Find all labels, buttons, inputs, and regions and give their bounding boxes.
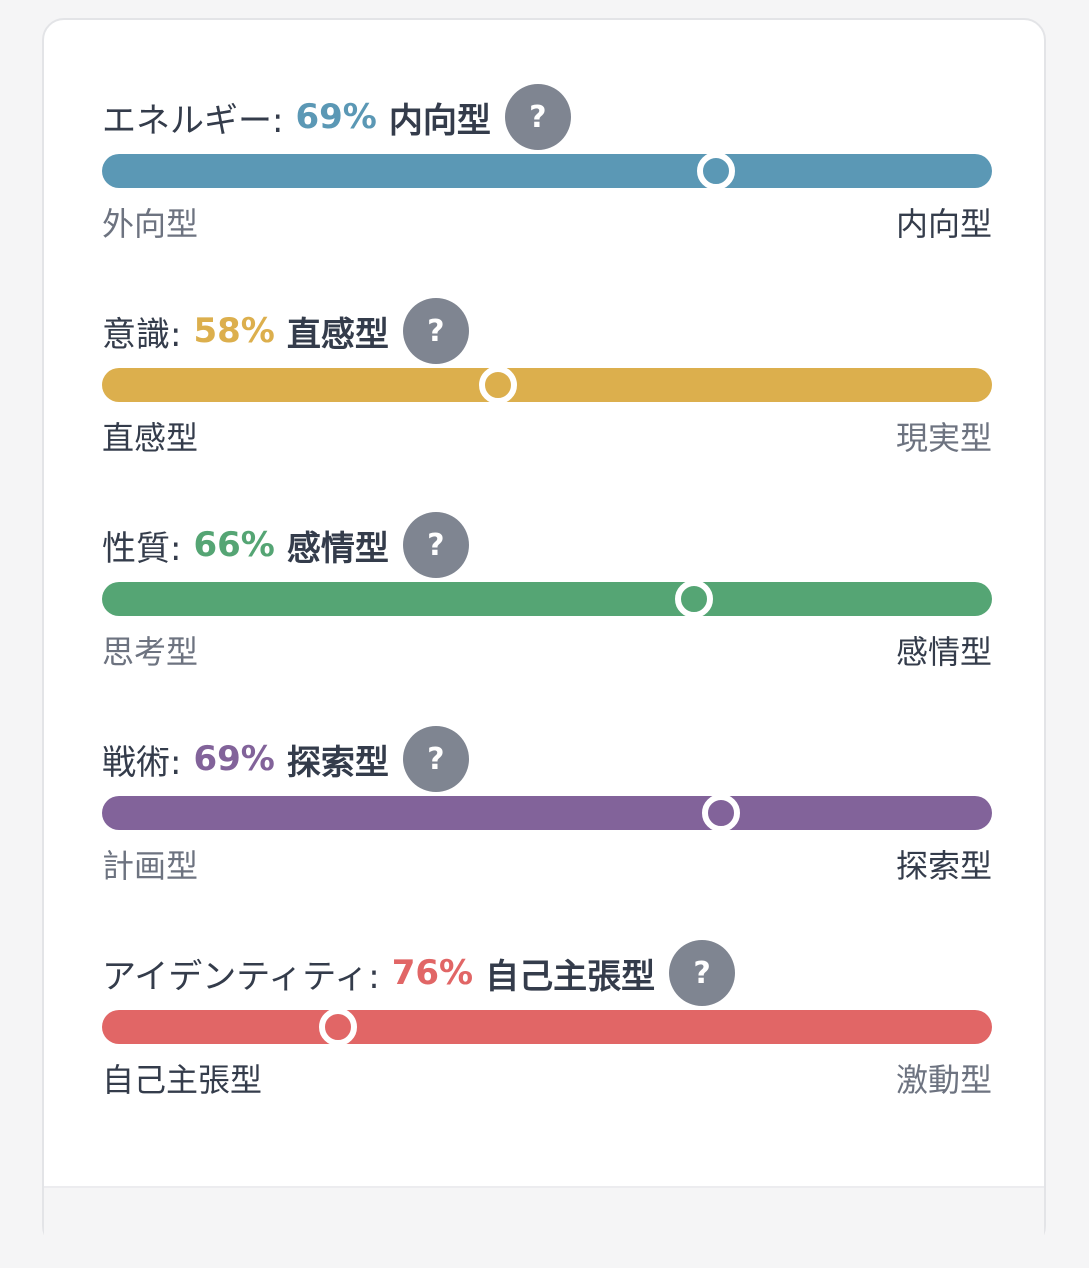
trait-percent: 69% bbox=[193, 739, 275, 779]
trait-header: 意識: 58% 直感型 ? bbox=[102, 296, 469, 366]
trait-label-right: 探索型 bbox=[895, 847, 992, 885]
trait-label-left: 自己主張型 bbox=[102, 1061, 263, 1099]
trait-result: 自己主張型 bbox=[485, 956, 656, 997]
slider-knob[interactable] bbox=[318, 1008, 357, 1046]
trait-slider-bar bbox=[102, 1008, 992, 1046]
trait-header: 性質: 66% 感情型 ? bbox=[102, 510, 469, 580]
trait-label-right: 激動型 bbox=[895, 1061, 992, 1099]
trait-nature: 性質: 66% 感情型 ? 思考型 感情型 bbox=[102, 510, 992, 700]
card-footer bbox=[44, 1186, 1044, 1268]
help-icon[interactable]: ? bbox=[504, 84, 571, 150]
help-icon[interactable]: ? bbox=[402, 298, 469, 364]
trait-slider-bar bbox=[102, 366, 992, 404]
trait-result: 感情型 bbox=[286, 528, 389, 569]
trait-label-left: 思考型 bbox=[102, 633, 199, 671]
trait-header: エネルギー: 69% 内向型 ? bbox=[102, 82, 571, 152]
trait-percent: 76% bbox=[391, 953, 474, 993]
trait-label-right: 現実型 bbox=[895, 419, 992, 457]
help-icon[interactable]: ? bbox=[402, 512, 469, 578]
trait-label-left: 外向型 bbox=[102, 205, 199, 243]
trait-result: 内向型 bbox=[388, 100, 491, 141]
help-icon[interactable]: ? bbox=[402, 726, 469, 792]
trait-label-right: 感情型 bbox=[895, 633, 992, 671]
trait-slider-bar bbox=[102, 152, 992, 190]
trait-label-left: 直感型 bbox=[102, 419, 199, 457]
trait-name: アイデンティティ: bbox=[102, 956, 380, 997]
trait-tactics: 戦術: 69% 探索型 ? 計画型 探索型 bbox=[102, 724, 992, 914]
trait-result: 直感型 bbox=[286, 314, 389, 355]
trait-name: エネルギー: bbox=[102, 100, 284, 141]
trait-label-left: 計画型 bbox=[102, 847, 199, 885]
trait-label-right: 内向型 bbox=[895, 205, 992, 243]
trait-name: 意識: bbox=[102, 314, 182, 355]
trait-mind: 意識: 58% 直感型 ? 直感型 現実型 bbox=[102, 296, 992, 486]
trait-name: 戦術: bbox=[102, 742, 182, 783]
help-icon[interactable]: ? bbox=[669, 940, 736, 1006]
trait-percent: 58% bbox=[193, 311, 275, 351]
trait-identity: アイデンティティ: 76% 自己主張型 ? 自己主張型 激動型 bbox=[102, 938, 992, 1128]
personality-traits-card: エネルギー: 69% 内向型 ? 外向型 内向型 意識: 58% 直感型 ? 直… bbox=[42, 18, 1046, 1268]
trait-percent: 66% bbox=[193, 525, 275, 565]
trait-header: アイデンティティ: 76% 自己主張型 ? bbox=[102, 938, 736, 1008]
slider-knob[interactable] bbox=[697, 152, 736, 190]
trait-header: 戦術: 69% 探索型 ? bbox=[102, 724, 469, 794]
trait-percent: 69% bbox=[295, 97, 377, 137]
trait-energy: エネルギー: 69% 内向型 ? 外向型 内向型 bbox=[102, 82, 992, 272]
slider-knob[interactable] bbox=[674, 580, 713, 618]
slider-knob[interactable] bbox=[701, 794, 740, 832]
trait-result: 探索型 bbox=[286, 742, 389, 783]
trait-slider-bar bbox=[102, 794, 992, 832]
slider-knob[interactable] bbox=[479, 366, 518, 404]
trait-name: 性質: bbox=[102, 528, 182, 569]
trait-slider-bar bbox=[102, 580, 992, 618]
